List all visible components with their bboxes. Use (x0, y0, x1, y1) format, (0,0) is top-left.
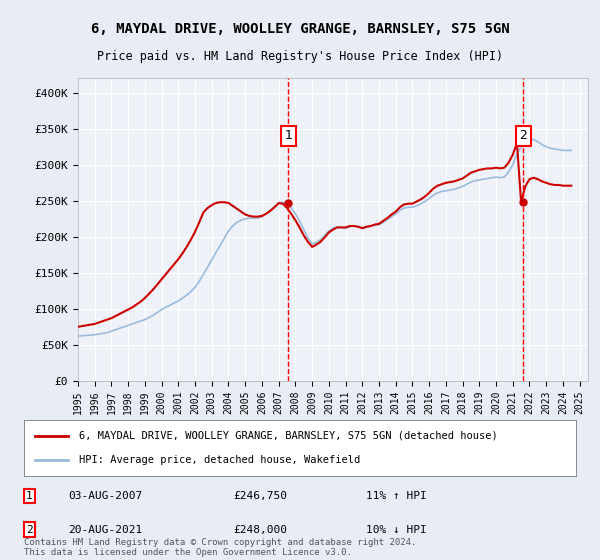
Text: 2: 2 (26, 525, 33, 535)
Text: 03-AUG-2007: 03-AUG-2007 (68, 491, 142, 501)
Text: 6, MAYDAL DRIVE, WOOLLEY GRANGE, BARNSLEY, S75 5GN: 6, MAYDAL DRIVE, WOOLLEY GRANGE, BARNSLE… (91, 22, 509, 36)
Text: 6, MAYDAL DRIVE, WOOLLEY GRANGE, BARNSLEY, S75 5GN (detached house): 6, MAYDAL DRIVE, WOOLLEY GRANGE, BARNSLE… (79, 431, 498, 441)
Text: 10% ↓ HPI: 10% ↓ HPI (366, 525, 427, 535)
Text: £248,000: £248,000 (234, 525, 288, 535)
Text: 1: 1 (26, 491, 33, 501)
Text: 2: 2 (520, 129, 527, 142)
Text: 20-AUG-2021: 20-AUG-2021 (68, 525, 142, 535)
Text: £246,750: £246,750 (234, 491, 288, 501)
Text: 1: 1 (284, 129, 292, 142)
Text: 11% ↑ HPI: 11% ↑ HPI (366, 491, 427, 501)
Text: Contains HM Land Registry data © Crown copyright and database right 2024.
This d: Contains HM Land Registry data © Crown c… (24, 538, 416, 557)
Text: Price paid vs. HM Land Registry's House Price Index (HPI): Price paid vs. HM Land Registry's House … (97, 50, 503, 63)
Text: HPI: Average price, detached house, Wakefield: HPI: Average price, detached house, Wake… (79, 455, 361, 465)
